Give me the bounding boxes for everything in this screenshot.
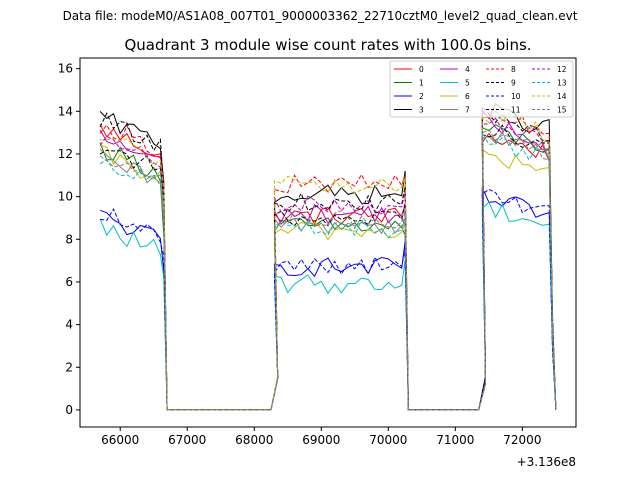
y-tick-label: 2 [65,360,73,374]
y-tick-label: 10 [58,190,73,204]
x-tick-label: 70000 [369,433,407,447]
legend-label-6: 6 [465,92,470,101]
legend-label-2: 2 [419,92,424,101]
series-line-13 [99,130,557,411]
legend-label-14: 14 [557,92,567,101]
y-tick-label: 12 [58,147,73,161]
legend-label-3: 3 [419,106,424,115]
x-tick-label: 66000 [101,433,139,447]
legend-frame [389,60,574,118]
x-tick-label: 67000 [168,433,206,447]
y-tick-label: 6 [65,275,73,289]
y-tick-label: 14 [58,104,73,118]
legend-label-15: 15 [557,106,567,115]
figure-suptitle: Data file: modeM0/AS1A08_007T01_90000033… [63,9,578,23]
legend-label-8: 8 [511,65,516,74]
x-tick-label: 72000 [503,433,541,447]
series-line-2 [99,187,557,411]
plot-frame [79,57,577,428]
legend-label-9: 9 [511,79,516,88]
series-line-5 [99,201,557,411]
chart-title: Quadrant 3 module wise count rates with … [124,36,531,54]
series-line-11 [99,105,557,411]
x-tick-label: 71000 [436,433,474,447]
y-axis: 0 2 4 6 8 10 12 14 16 [58,62,80,417]
legend-label-12: 12 [557,65,567,74]
x-tick-label: 68000 [235,433,273,447]
x-axis: 66000 67000 68000 69000 70000 71000 72000 [101,427,541,447]
plot-area-series [99,102,557,411]
series-line-7 [99,130,557,411]
legend-label-1: 1 [419,79,424,88]
y-tick-label: 8 [65,232,73,246]
y-tick-label: 0 [65,403,73,417]
series-line-8 [99,107,557,411]
legend-label-5: 5 [465,79,470,88]
y-tick-label: 16 [58,62,73,76]
series-line-15 [99,129,557,411]
legend-label-0: 0 [419,65,424,74]
series-line-0 [99,124,557,411]
legend-label-11: 11 [511,106,521,115]
legend-label-4: 4 [465,65,470,74]
series-line-14 [100,106,557,411]
series-line-9 [99,124,557,411]
series-line-4 [99,116,557,411]
y-tick-label: 4 [65,318,73,332]
legend-label-10: 10 [511,92,521,101]
series-line-1 [99,124,557,411]
legend-label-7: 7 [465,106,470,115]
series-line-3 [99,102,557,411]
x-axis-offset-label: +3.136e8 [517,455,576,469]
legend-label-13: 13 [557,79,567,88]
x-tick-label: 69000 [302,433,340,447]
series-line-12 [99,117,557,411]
series-line-6 [99,145,557,411]
